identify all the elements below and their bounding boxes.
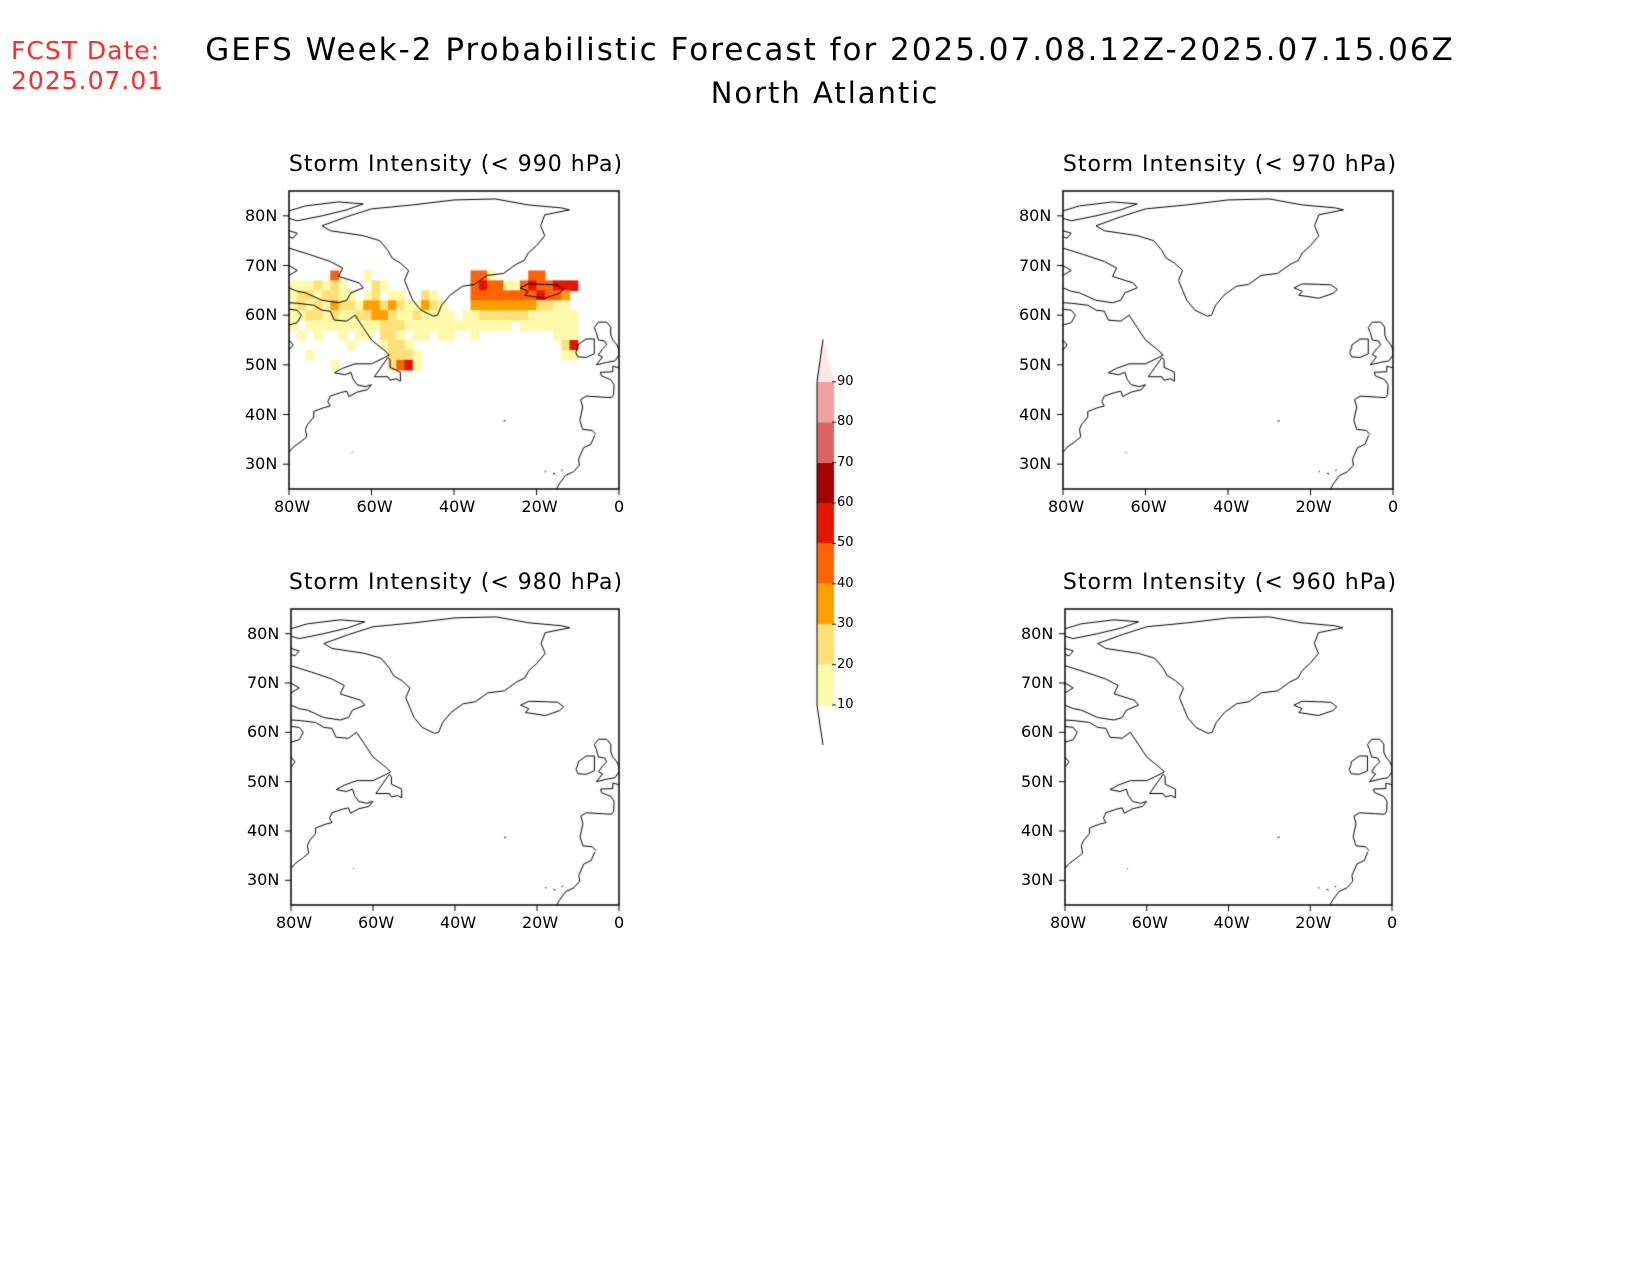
lat-tick-label: 60N — [247, 722, 280, 742]
panel-title-980: Storm Intensity (< 980 hPa) — [288, 570, 624, 595]
lon-tick-label: 80W — [276, 913, 313, 932]
lat-tick-label: 30N — [247, 870, 280, 890]
lon-tick-label: 20W — [1295, 913, 1332, 932]
lon-tick-label: 40W — [440, 913, 477, 932]
lon-tick-label: 0 — [1387, 913, 1398, 932]
lat-tick-label: 60N — [1021, 722, 1054, 742]
lon-tick-label: 80W — [1048, 497, 1085, 516]
figure-subtitle: North Atlantic — [710, 76, 940, 110]
colorbar-level-label: 10 — [837, 697, 854, 712]
lat-tick-label: 60N — [245, 305, 278, 325]
lat-tick-label: 30N — [1021, 870, 1054, 890]
lat-tick-label: 50N — [1021, 771, 1054, 791]
lat-tick-label: 50N — [1019, 354, 1052, 374]
lat-tick-label: 30N — [245, 454, 278, 474]
lat-tick-label: 40N — [1021, 821, 1054, 840]
lon-tick-label: 0 — [614, 497, 625, 516]
lat-tick-label: 50N — [245, 354, 278, 374]
lon-tick-label: 40W — [1213, 913, 1250, 932]
colorbar-level-label: 40 — [837, 575, 854, 591]
lon-tick-label: 20W — [522, 913, 559, 932]
lon-tick-label: 0 — [614, 913, 625, 932]
lon-tick-label: 0 — [1388, 497, 1399, 516]
lat-tick-label: 70N — [1021, 673, 1054, 692]
colorbar-level-label: 80 — [837, 414, 854, 430]
colorbar-level-label: 60 — [837, 495, 854, 510]
lon-tick-label: 80W — [1050, 913, 1087, 932]
lat-tick-label: 80N — [1019, 205, 1052, 225]
colorbar-level-label: 70 — [837, 454, 854, 470]
lon-tick-label: 20W — [521, 497, 558, 516]
panel-title-970: Storm Intensity (< 970 hPa) — [1062, 152, 1398, 177]
colorbar-level-label: 30 — [837, 616, 854, 632]
forecast-date-label: FCST Date: — [11, 36, 161, 65]
lon-tick-label: 80W — [274, 497, 311, 516]
lat-tick-label: 80N — [245, 205, 278, 225]
forecast-date-value: 2025.07.01 — [11, 66, 165, 95]
lat-tick-label: 50N — [247, 771, 280, 791]
forecast-date: FCST Date: 2025.07.01 — [11, 36, 164, 96]
lon-tick-label: 60W — [358, 913, 395, 932]
lat-tick-label: 70N — [1019, 255, 1052, 275]
lon-tick-label: 40W — [439, 497, 476, 516]
lat-tick-label: 40N — [247, 821, 280, 840]
lat-tick-label: 70N — [247, 673, 280, 692]
lon-tick-label: 60W — [1131, 913, 1168, 932]
colorbar-level-label: 90 — [837, 373, 854, 389]
colorbar-level-label: 50 — [837, 535, 854, 551]
lon-tick-label: 20W — [1295, 497, 1332, 516]
lat-tick-label: 40N — [245, 404, 278, 424]
lat-tick-label: 80N — [1021, 623, 1054, 643]
panel-title-960: Storm Intensity (< 960 hPa) — [1062, 570, 1398, 595]
lat-tick-label: 30N — [1019, 454, 1052, 474]
lon-tick-label: 60W — [356, 497, 393, 516]
lat-tick-label: 40N — [1019, 404, 1052, 424]
lat-tick-label: 70N — [245, 255, 278, 275]
lon-tick-label: 40W — [1213, 497, 1250, 516]
colorbar-level-label: 20 — [837, 656, 854, 672]
figure-title: GEFS Week-2 Probabilistic Forecast for 2… — [205, 32, 1455, 68]
lat-tick-label: 60N — [1019, 305, 1052, 325]
lon-tick-label: 60W — [1130, 497, 1167, 516]
lat-tick-label: 80N — [247, 623, 280, 643]
panel-title-990: Storm Intensity (< 990 hPa) — [288, 152, 624, 177]
